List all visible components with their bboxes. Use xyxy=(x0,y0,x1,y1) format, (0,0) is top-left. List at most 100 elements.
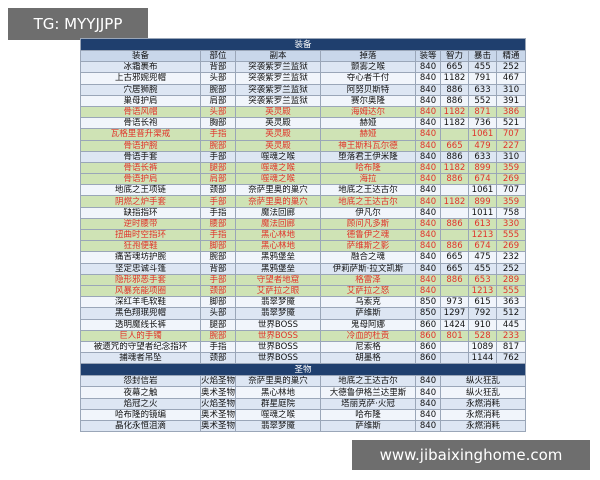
cell: 痛苦魂坊护腕 xyxy=(80,251,201,264)
cell: 840 xyxy=(415,273,441,286)
cell: 1297 xyxy=(440,307,469,320)
cell: 899 xyxy=(468,161,497,175)
cell: 缺指指环 xyxy=(80,206,201,219)
table-row: 骨语风帽 头部 英灵殿 海姆达尔 840 1182 871 386 xyxy=(80,105,527,119)
cell: 899 xyxy=(468,195,497,208)
cell: 886 xyxy=(440,94,469,107)
cell: 792 xyxy=(468,307,497,320)
cell: 阴燃之炉手套 xyxy=(80,195,201,208)
cell: 840 xyxy=(415,83,441,96)
cell: 艾萨拉之怒 xyxy=(320,284,416,298)
cell: 817 xyxy=(495,340,527,354)
cell: 纵火狂乱 xyxy=(439,386,527,399)
cell: 手指 xyxy=(200,228,236,242)
cell: 魔法回廊 xyxy=(235,217,321,231)
cell: 791 xyxy=(468,72,497,85)
cell: 火焰圣物 xyxy=(200,397,236,410)
cell: 455 xyxy=(468,262,497,275)
cell: 赫娅 xyxy=(320,128,416,141)
cell: 758 xyxy=(495,206,527,219)
cell: 深红羊毛软鞋 xyxy=(80,296,201,309)
cell: 顾问凡多斯 xyxy=(320,217,416,231)
table-row: 冰霜裹布 背部 突袭紫罗兰监狱 颤雾之喉 840 665 455 252 xyxy=(80,61,527,74)
cell: 840 xyxy=(415,61,441,74)
cell: 夜幕之触 xyxy=(80,386,201,399)
cell: 860 xyxy=(415,352,441,365)
cell: 674 xyxy=(468,240,497,253)
cell: 骨语风帽 xyxy=(80,105,201,119)
cell: 801 xyxy=(440,329,469,342)
cell: 512 xyxy=(495,307,527,320)
table-row: 风暴充能项圈 颈部 艾萨拉之眼 艾萨拉之怒 840 1213 555 xyxy=(80,284,527,298)
table-row: 夜幕之触 奥术圣物 黑心林地 大德鲁伊格兰达里斯 840 纵火狂乱 xyxy=(80,386,527,399)
cell: 大德鲁伊格兰达里斯 xyxy=(320,386,416,399)
cell: 德鲁伊之魂 xyxy=(320,228,416,242)
watermark: www.jibaixinghome.com xyxy=(352,440,590,470)
cell: 突袭紫罗兰监狱 xyxy=(235,72,321,85)
cell: 1424 xyxy=(440,318,469,331)
cell: 融合之魂 xyxy=(320,251,416,264)
cell: 世界BOSS xyxy=(235,340,321,354)
cell: 脚部 xyxy=(200,296,236,309)
cell: 巢母护肩 xyxy=(80,94,201,107)
cell: 英灵殿 xyxy=(235,117,321,130)
cell: 665 xyxy=(440,139,469,152)
cell: 精通 xyxy=(495,49,527,63)
cell xyxy=(440,340,469,354)
cell: 圣物 xyxy=(79,363,527,377)
cell: 捕魂者吊坠 xyxy=(80,352,201,365)
cell: 永燃消耗 xyxy=(439,408,527,422)
cell: 地底之王达古尔 xyxy=(320,375,416,388)
cell: 1182 xyxy=(440,72,469,85)
cell: 840 xyxy=(415,375,441,388)
table-row: 怨封信岩 火焰圣物 奈萨里奥的巢穴 地底之王达古尔 840 纵火狂乱 xyxy=(80,375,527,388)
cell: 252 xyxy=(495,262,527,275)
cell: 840 xyxy=(415,217,441,231)
cell: 黑色翔珉兜帽 xyxy=(80,307,201,320)
table-row: 隐形邪恶手套 手部 守望者地窟 格雷泽 840 886 653 289 xyxy=(80,273,527,286)
cell: 736 xyxy=(468,117,497,130)
cell: 665 xyxy=(440,251,469,264)
cell: 萨维斯之影 xyxy=(320,240,416,253)
section-header: 装备 xyxy=(79,38,527,51)
cell: 神王斯科瓦尔德 xyxy=(320,139,416,152)
cell: 840 xyxy=(415,397,441,410)
cell: 475 xyxy=(468,251,497,264)
cell: 886 xyxy=(440,273,469,286)
cell: 707 xyxy=(495,184,527,197)
cell: 840 xyxy=(415,284,441,298)
table-row: 黑色翔珉兜帽 头部 翡翠梦魇 萨维斯 850 1297 792 512 xyxy=(80,307,527,320)
cell: 840 xyxy=(415,72,441,85)
cell: 707 xyxy=(495,128,527,141)
cell: 227 xyxy=(495,139,527,152)
table-row: 捕魂者吊坠 颈部 世界BOSS 胡墨格 860 1144 762 xyxy=(80,352,527,365)
cell: 手指 xyxy=(200,340,236,354)
cell: 奈萨里奥的巢穴 xyxy=(235,184,321,197)
cell: 手部 xyxy=(200,273,236,286)
cell: 哈布隆 xyxy=(320,161,416,175)
table-row: 坚定忠诚斗篷 背部 黑鸦堡垒 伊莉萨斯·拉文凯斯 840 665 455 252 xyxy=(80,262,527,275)
cell: 永燃消耗 xyxy=(439,397,527,410)
cell: 肩部 xyxy=(200,173,236,186)
table-row: 阴燃之炉手套 手部 奈萨里奥的巢穴 地底之王达古尔 840 1182 899 359 xyxy=(80,195,527,208)
cell: 头部 xyxy=(200,105,236,119)
table-row: 穴居狮腕 腕部 突袭紫罗兰监狱 阿努贝斯特 840 886 633 310 xyxy=(80,83,527,96)
cell: 1182 xyxy=(440,117,469,130)
cell: 地底之王项链 xyxy=(80,184,201,197)
cell: 哈布隆 xyxy=(320,408,416,422)
table-row: 逆时腰带 腰部 魔法回廊 顾问凡多斯 840 886 613 330 xyxy=(80,217,527,231)
cell: 腕部 xyxy=(200,251,236,264)
cell: 886 xyxy=(440,173,469,186)
cell: 黑心林地 xyxy=(235,228,321,242)
cell: 伊凡尔 xyxy=(320,206,416,219)
cell: 怨封信岩 xyxy=(80,375,201,388)
cell: 永燃消耗 xyxy=(439,419,527,433)
cell: 289 xyxy=(495,273,527,286)
cell: 555 xyxy=(495,228,527,242)
header-row: 装备 部位 副本 掉落 装等 智力 暴击 精通 xyxy=(80,49,527,63)
cell: 黑心林地 xyxy=(235,240,321,253)
cell: 副本 xyxy=(235,49,321,63)
cell: 363 xyxy=(495,296,527,309)
cell: 英灵殿 xyxy=(235,139,321,152)
